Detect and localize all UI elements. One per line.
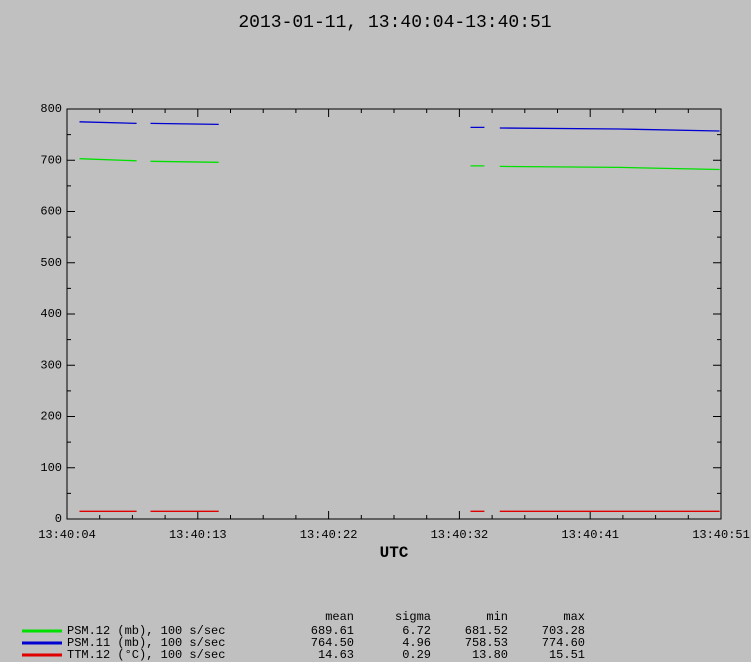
stats-header: max — [563, 610, 585, 624]
plot-frame — [66, 108, 722, 520]
y-tick-label: 400 — [40, 307, 62, 321]
stats-value: 4.96 — [402, 636, 431, 650]
stats-header: sigma — [395, 610, 431, 624]
x-tick-label: 13:40:04 — [38, 528, 96, 542]
y-tick-label: 0 — [55, 512, 62, 526]
series-line — [79, 158, 720, 171]
legend-label: PSM.12 (mb), 100 s/sec — [67, 624, 225, 638]
stats-value: 758.53 — [465, 636, 508, 650]
chart-title: 2013-01-11, 13:40:04-13:40:51 — [238, 13, 551, 33]
stats-value: 703.28 — [542, 624, 585, 638]
x-tick-label: 13:40:41 — [561, 528, 619, 542]
stats-value: 764.50 — [311, 636, 354, 650]
x-tick-label: 13:40:22 — [300, 528, 358, 542]
series-line — [79, 121, 720, 132]
stats-value: 774.60 — [542, 636, 585, 650]
stats-value: 6.72 — [402, 624, 431, 638]
x-tick-label: 13:40:51 — [692, 528, 750, 542]
stats-header: mean — [325, 610, 354, 624]
stats-header: min — [486, 610, 508, 624]
legend-label: PSM.11 (mb), 100 s/sec — [67, 636, 225, 650]
y-tick-label: 100 — [40, 461, 62, 475]
stats-value: 0.29 — [402, 648, 431, 662]
stats-value: 681.52 — [465, 624, 508, 638]
x-tick-label: 13:40:13 — [169, 528, 227, 542]
x-axis-label: UTC — [380, 544, 409, 562]
stats-value: 13.80 — [472, 648, 508, 662]
stats-value: 15.51 — [549, 648, 585, 662]
y-tick-label: 800 — [40, 102, 62, 116]
stats-value: 14.63 — [318, 648, 354, 662]
y-tick-label: 600 — [40, 205, 62, 219]
x-tick-label: 13:40:32 — [431, 528, 489, 542]
y-tick-label: 500 — [40, 256, 62, 270]
stats-value: 689.61 — [311, 624, 354, 638]
y-tick-label: 300 — [40, 358, 62, 372]
y-tick-label: 200 — [40, 410, 62, 424]
legend-label: TTM.12 (°C), 100 s/sec — [67, 648, 225, 662]
y-tick-label: 700 — [40, 153, 62, 167]
